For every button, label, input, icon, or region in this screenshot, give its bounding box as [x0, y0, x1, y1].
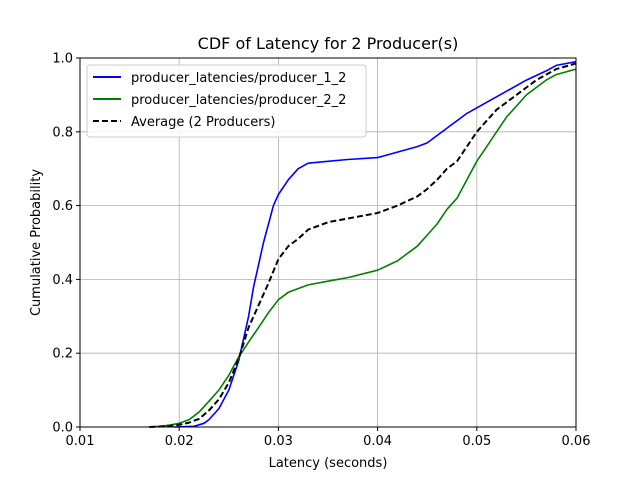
series-line-3 — [149, 62, 577, 428]
series-line-2 — [149, 68, 577, 428]
x-tick-label: 0.04 — [363, 434, 392, 449]
ticks: 0.01 0.02 0.03 0.04 0.05 0.06 0.0 0.2 0.4 0.6 0.8 1… — [52, 52, 590, 450]
legend-label-3: Average (2 Producers) — [131, 115, 275, 130]
y-tick-label: 0.6 — [52, 199, 73, 214]
y-tick-label: 0.0 — [52, 421, 73, 436]
legend-label-2: producer_latencies/producer_2_2 — [131, 93, 346, 108]
y-tick-label: 0.8 — [52, 125, 73, 140]
y-tick-label: 0.4 — [52, 273, 73, 288]
x-tick-label: 0.05 — [462, 434, 491, 449]
x-tick-label: 0.06 — [562, 434, 591, 449]
y-axis-label: Cumulative Probability — [29, 169, 44, 316]
series-layer — [149, 60, 577, 428]
series-line-1 — [174, 60, 577, 428]
x-tick-label: 0.01 — [66, 434, 95, 449]
legend: producer_latencies/producer_1_2 producer_… — [86, 64, 367, 138]
legend-label-1: producer_latencies/producer_1_2 — [131, 71, 346, 86]
y-tick-label: 0.2 — [52, 347, 73, 362]
x-tick-label: 0.02 — [165, 434, 194, 449]
x-tick-label: 0.03 — [264, 434, 293, 449]
y-tick-label: 1.0 — [52, 52, 73, 67]
x-axis-label: Latency (seconds) — [269, 456, 388, 471]
chart-title: CDF of Latency for 2 Producer(s) — [198, 34, 459, 53]
legend-box — [86, 64, 367, 138]
plot-frame — [79, 57, 577, 428]
